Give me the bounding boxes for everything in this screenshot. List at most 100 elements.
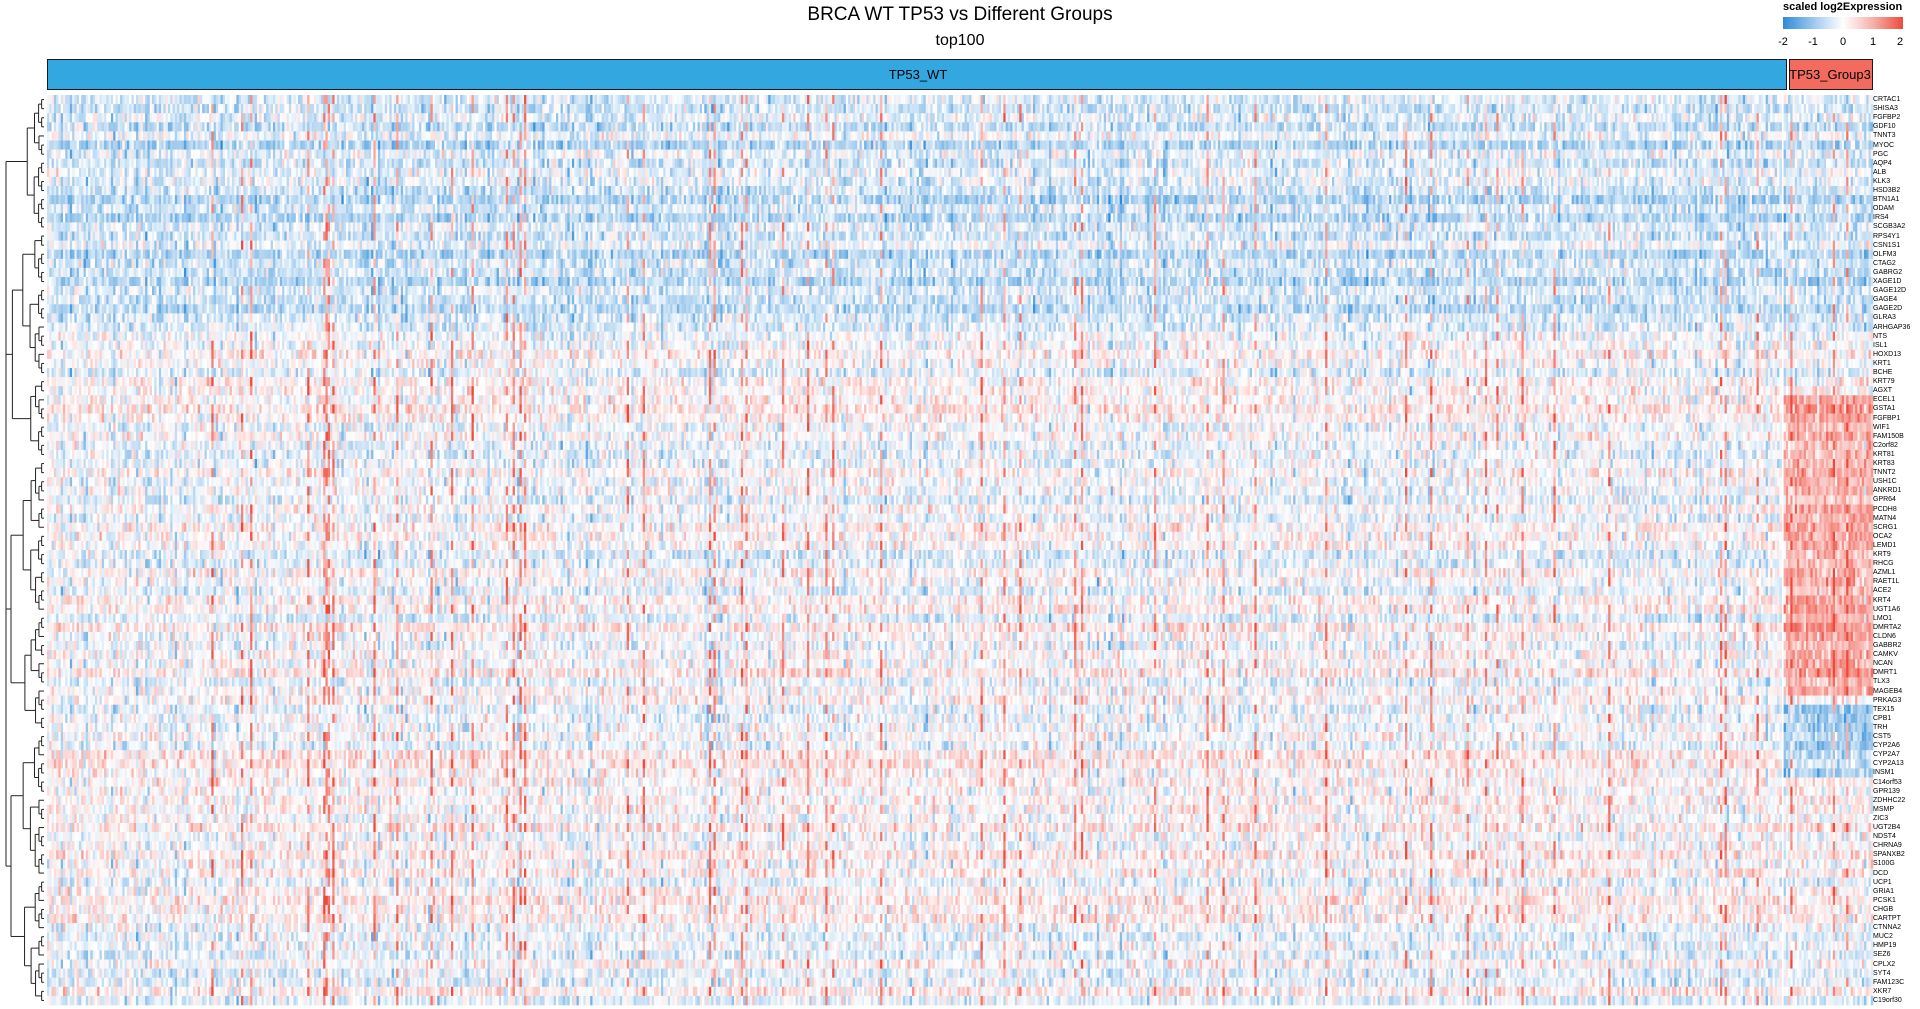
heatmap-cell [410, 95, 413, 104]
heatmap-cell [894, 104, 897, 113]
heatmap-cell [159, 113, 162, 122]
heatmap-cell [380, 104, 383, 113]
heatmap-cell [241, 104, 244, 113]
heatmap-cell [280, 95, 283, 104]
heatmap-cell [494, 113, 497, 122]
heatmap-cell [456, 104, 459, 113]
heatmap-cell [90, 95, 93, 104]
heatmap-cell [755, 113, 758, 122]
heatmap-cell [1654, 95, 1657, 104]
heatmap-cell [1145, 95, 1148, 104]
heatmap-cell [1101, 104, 1104, 113]
heatmap-cell [200, 95, 203, 104]
heatmap-cell [141, 95, 144, 104]
heatmap-cell [1715, 104, 1718, 113]
heatmap-cell [1601, 104, 1604, 113]
heatmap-cell [353, 104, 356, 113]
heatmap-cell [1535, 104, 1538, 113]
heatmap-cell [1549, 95, 1552, 104]
heatmap-cell [1485, 104, 1488, 113]
heatmap-cell [1862, 95, 1865, 104]
heatmap-cell [821, 95, 824, 104]
heatmap-cell [1389, 95, 1392, 104]
heatmap-cell [1384, 95, 1387, 104]
heatmap-cell [1697, 95, 1700, 104]
heatmap-cell [969, 104, 972, 113]
heatmap-cell [469, 104, 472, 113]
heatmap-cell [1138, 95, 1141, 104]
heatmap-cell [1042, 95, 1045, 104]
heatmap-cell [218, 104, 221, 113]
heatmap-cell [1072, 95, 1075, 104]
heatmap-cell [839, 104, 842, 113]
heatmap-cell [330, 104, 333, 113]
heatmap-cell [1718, 95, 1721, 104]
heatmap-cell [923, 113, 926, 122]
heatmap-cell [834, 95, 837, 104]
heatmap-cell [1795, 104, 1798, 113]
heatmap-cell [592, 104, 595, 113]
heatmap-cell [597, 95, 600, 104]
heatmap-cell [177, 95, 180, 104]
heatmap-cell [1597, 95, 1600, 104]
heatmap-cell [1327, 113, 1330, 122]
heatmap-cell [1375, 104, 1378, 113]
heatmap-cell [1353, 113, 1356, 122]
heatmap-cell [497, 113, 500, 122]
heatmap-cell [1585, 104, 1588, 113]
heatmap-cell [410, 113, 413, 122]
heatmap-cell [999, 113, 1002, 122]
heatmap-cell [1526, 113, 1529, 122]
heatmap-cell [1503, 95, 1506, 104]
heatmap-cell [1387, 104, 1390, 113]
heatmap-cell [1136, 104, 1139, 113]
heatmap-cell [766, 104, 769, 113]
heatmap-cell [465, 113, 468, 122]
heatmap-cell [1332, 113, 1335, 122]
heatmap-cell [807, 104, 810, 113]
heatmap-cell [1460, 113, 1463, 122]
heatmap-cell [1106, 113, 1109, 122]
heatmap-cell [1302, 95, 1305, 104]
heatmap-cell [309, 104, 312, 113]
heatmap-cell [656, 113, 659, 122]
heatmap-cell [901, 113, 904, 122]
heatmap-cell [1147, 95, 1150, 104]
heatmap-cell [791, 104, 794, 113]
heatmap-cell [768, 95, 771, 104]
heatmap-cell [1047, 113, 1050, 122]
heatmap-cell [1478, 104, 1481, 113]
heatmap-cell [444, 104, 447, 113]
heatmap-cell [314, 104, 317, 113]
heatmap-cell [1804, 104, 1807, 113]
heatmap-cell [579, 113, 582, 122]
heatmap-cell [1218, 113, 1221, 122]
heatmap-cell [488, 104, 491, 113]
heatmap-cell [1565, 95, 1568, 104]
heatmap-cell [1380, 95, 1383, 104]
heatmap-cell [1772, 104, 1775, 113]
heatmap-cell [289, 104, 292, 113]
heatmap-cell [620, 113, 623, 122]
heatmap-cell [622, 113, 625, 122]
heatmap-cell [873, 113, 876, 122]
heatmap-cell [798, 95, 801, 104]
heatmap-cell [1738, 95, 1741, 104]
heatmap-cell [930, 113, 933, 122]
heatmap-cell [529, 113, 532, 122]
heatmap-cell [1252, 113, 1255, 122]
heatmap-cell [1092, 104, 1095, 113]
heatmap-cell [323, 113, 326, 122]
heatmap-cell [1528, 104, 1531, 113]
heatmap-cell [670, 104, 673, 113]
heatmap-cell [894, 95, 897, 104]
heatmap-cell [1551, 113, 1554, 122]
heatmap-cell [1636, 95, 1639, 104]
heatmap-cell [319, 113, 322, 122]
heatmap-cell [1403, 95, 1406, 104]
heatmap-cell [1026, 104, 1029, 113]
heatmap-cell [227, 104, 230, 113]
heatmap-cell [1168, 104, 1171, 113]
heatmap-cell [1499, 95, 1502, 104]
heatmap-cell [1633, 104, 1636, 113]
